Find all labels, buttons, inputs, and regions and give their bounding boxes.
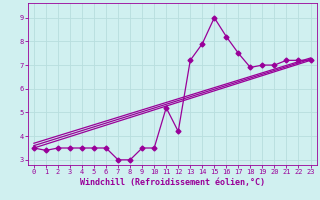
X-axis label: Windchill (Refroidissement éolien,°C): Windchill (Refroidissement éolien,°C) — [80, 178, 265, 187]
